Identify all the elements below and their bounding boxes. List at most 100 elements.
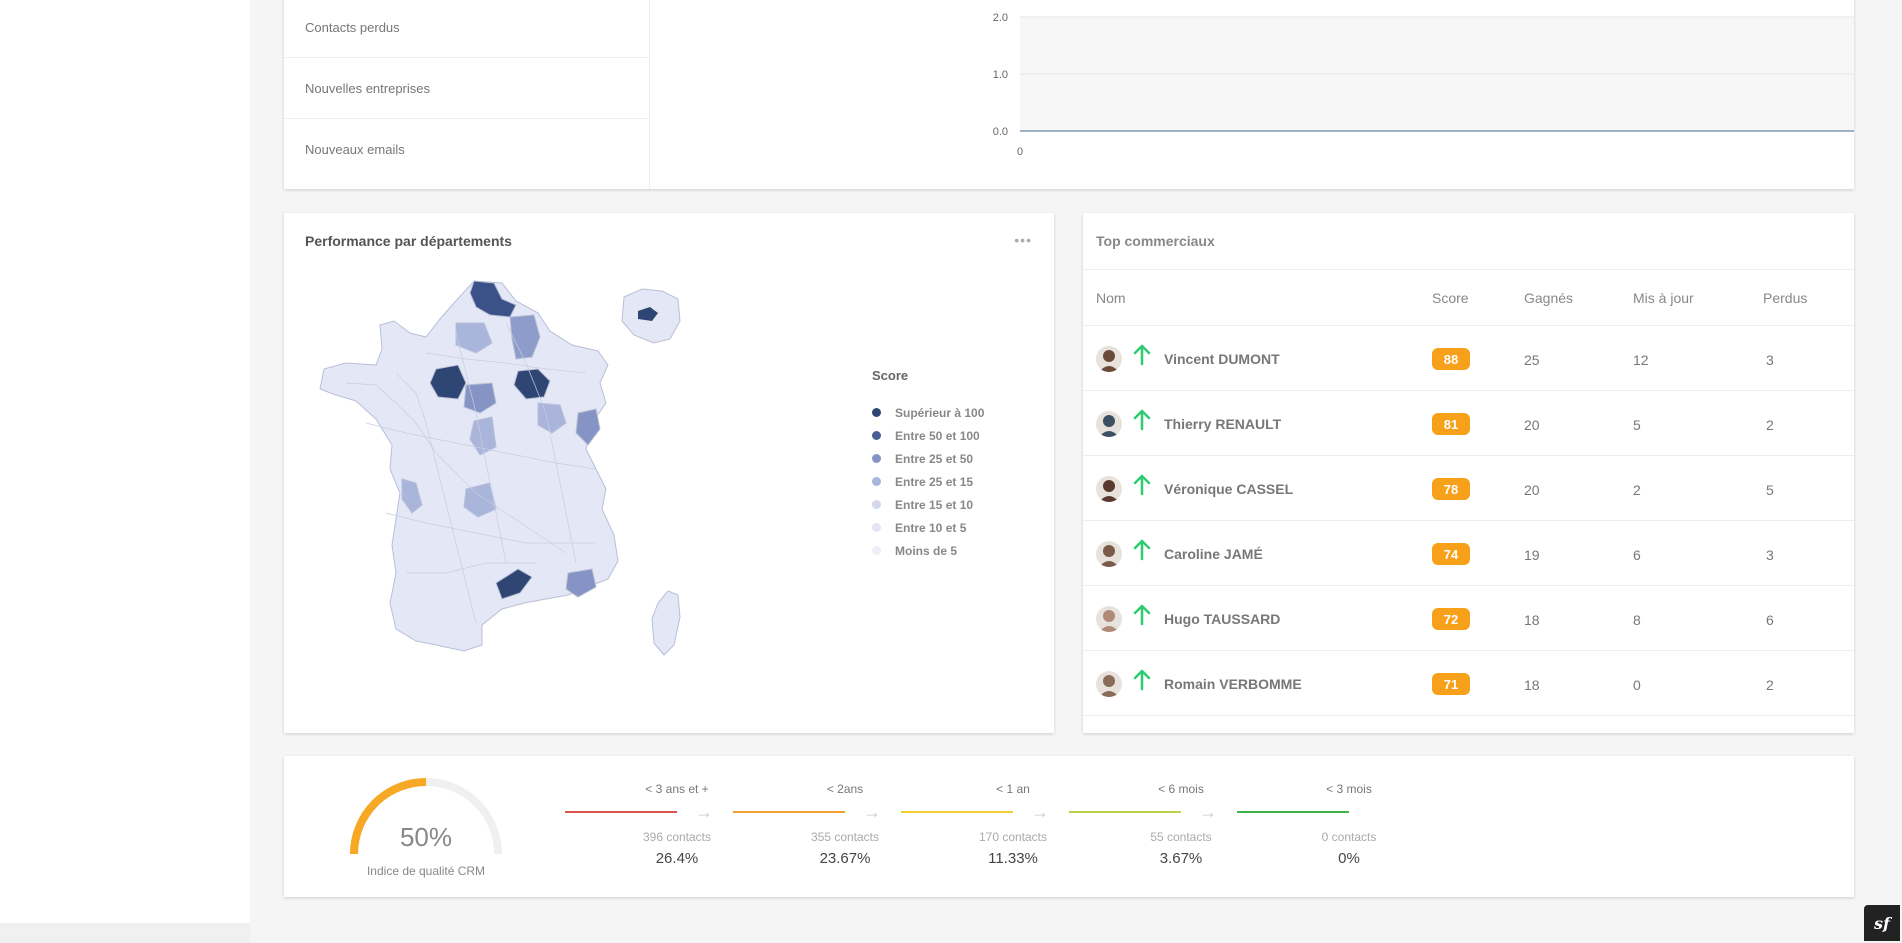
x-tick-label: 0 (1017, 146, 1023, 158)
map-region-northeast[interactable] (509, 314, 541, 360)
sales-row[interactable]: Romain VERBOMME 71 18 0 2 (1083, 651, 1854, 716)
department-performance-card: Performance par départements ••• S (284, 213, 1054, 733)
legend-item[interactable]: Entre 50 et 100 (872, 424, 984, 447)
column-header-name[interactable]: Nom (1096, 290, 1126, 306)
legend-dot (872, 477, 881, 486)
step-arrow-icon: → (695, 802, 713, 822)
legend-dot (872, 431, 881, 440)
avatar-image (1096, 476, 1122, 502)
step-line (1069, 811, 1181, 813)
stats-item-new-companies[interactable]: Nouvelles entreprises (284, 57, 650, 118)
step-percentage: 26.4% (655, 850, 699, 867)
legend-title: Score (872, 368, 909, 383)
map-region-north[interactable] (455, 322, 493, 354)
sales-row[interactable]: Hugo TAUSSARD 72 18 8 6 (1083, 586, 1854, 651)
avatar-image (1096, 606, 1122, 632)
sales-name[interactable]: Véronique CASSEL (1164, 481, 1294, 497)
legend-label: Entre 10 et 5 (895, 520, 967, 535)
sales-row[interactable]: Vincent DUMONT 88 25 12 3 (1083, 326, 1854, 391)
map-region-jura[interactable] (575, 408, 601, 446)
won-cell: 19 (1524, 547, 1540, 563)
step-arrow-icon: → (1031, 802, 1049, 822)
column-header-won[interactable]: Gagnés (1524, 290, 1574, 306)
stats-item-label: Nouveaux emails (305, 141, 405, 157)
gauge-value: 50% (399, 822, 453, 852)
map-region-inset-highlight[interactable] (638, 307, 658, 321)
sales-name[interactable]: Vincent DUMONT (1164, 351, 1280, 367)
symfony-toolbar-icon[interactable]: sf (1864, 905, 1900, 941)
sales-row[interactable]: Véronique CASSEL 78 20 2 5 (1083, 456, 1854, 521)
stats-item-new-emails[interactable]: Nouveaux emails (284, 118, 650, 179)
won-cell: 18 (1524, 677, 1540, 693)
step-percentage: 23.67% (819, 850, 871, 867)
score-badge: 72 (1432, 608, 1470, 630)
legend-label: Entre 15 et 10 (895, 497, 974, 512)
score-badge: 78 (1432, 478, 1470, 500)
quality-gauge (350, 778, 502, 855)
sales-name[interactable]: Caroline JAMÉ (1164, 546, 1263, 562)
sidebar-footer (0, 923, 250, 943)
won-cell: 25 (1524, 352, 1540, 368)
activity-chart-svg: 2.01.00.0010 (993, 12, 1902, 158)
score-badge: 81 (1432, 413, 1470, 435)
legend-dot (872, 408, 881, 417)
gauge-fill (350, 778, 427, 855)
map-region-center-west[interactable] (429, 364, 467, 400)
legend-item[interactable]: Moins de 5 (872, 539, 984, 562)
legend-item[interactable]: Entre 15 et 10 (872, 493, 984, 516)
legend-item[interactable]: Entre 25 et 15 (872, 470, 984, 493)
step-arrow-icon: → (863, 802, 881, 822)
stats-item-label: Contacts perdus (305, 19, 400, 35)
lost-cell: 2 (1766, 677, 1774, 693)
updated-cell: 8 (1633, 612, 1641, 628)
step-count: 355 contacts (810, 830, 880, 844)
stats-list: Contacts perdus Nouvelles entreprises No… (284, 0, 650, 189)
legend-item[interactable]: Supérieur à 100 (872, 401, 984, 424)
map-region-center-south[interactable] (469, 416, 497, 456)
sales-row[interactable]: Caroline JAMÉ 74 19 6 3 (1083, 521, 1854, 586)
map-region-center-east[interactable] (513, 368, 551, 400)
column-header-updated[interactable]: Mis à jour (1633, 290, 1694, 306)
column-header-score[interactable]: Score (1432, 290, 1469, 306)
step-line (565, 811, 677, 813)
sidebar (0, 0, 250, 943)
avatar (1096, 411, 1122, 437)
stats-card: Contacts perdus Nouvelles entreprises No… (284, 0, 1902, 189)
map-region-center[interactable] (463, 382, 497, 414)
map-region-herault[interactable] (495, 568, 533, 600)
map-region-mainland[interactable] (319, 280, 619, 652)
step-count: 170 contacts (978, 830, 1048, 844)
france-map (319, 280, 681, 656)
legend-dot (872, 523, 881, 532)
trend-up-icon (1133, 539, 1151, 561)
lost-cell: 5 (1766, 482, 1774, 498)
sales-row[interactable]: Thierry RENAULT 81 20 5 2 (1083, 391, 1854, 456)
step-line (1237, 811, 1349, 813)
map-region-massif[interactable] (463, 482, 497, 518)
sales-title: Top commerciaux (1096, 233, 1215, 249)
won-cell: 18 (1524, 612, 1540, 628)
map-region-west[interactable] (401, 478, 423, 514)
stats-item-lost-contacts[interactable]: Contacts perdus (284, 0, 650, 57)
avatar-image (1096, 411, 1122, 437)
stats-item-label: Nouvelles entreprises (305, 80, 431, 96)
y-tick-label: 0.0 (993, 126, 1008, 138)
legend-label: Entre 50 et 100 (895, 428, 980, 443)
score-badge: 71 (1432, 673, 1470, 695)
gauge-label: Indice de qualité CRM (366, 864, 486, 878)
sales-name[interactable]: Thierry RENAULT (1164, 416, 1282, 432)
legend-label: Entre 25 et 15 (895, 474, 974, 489)
legend-item[interactable]: Entre 10 et 5 (872, 516, 984, 539)
sales-name[interactable]: Hugo TAUSSARD (1164, 611, 1281, 627)
map-region-corsica[interactable] (651, 590, 681, 656)
avatar-image (1096, 346, 1122, 372)
step-count: 55 contacts (1150, 830, 1212, 844)
trend-up-icon (1133, 604, 1151, 626)
sales-name[interactable]: Romain VERBOMME (1164, 676, 1302, 692)
top-sales-card: Top commerciaux Nom Score Gagnés Mis à j… (1083, 213, 1854, 733)
map-region-var[interactable] (565, 568, 597, 598)
lost-cell: 3 (1766, 352, 1774, 368)
column-header-lost[interactable]: Perdus (1763, 290, 1808, 306)
legend-item[interactable]: Entre 25 et 50 (872, 447, 984, 470)
more-options-icon[interactable]: ••• (1014, 232, 1032, 248)
